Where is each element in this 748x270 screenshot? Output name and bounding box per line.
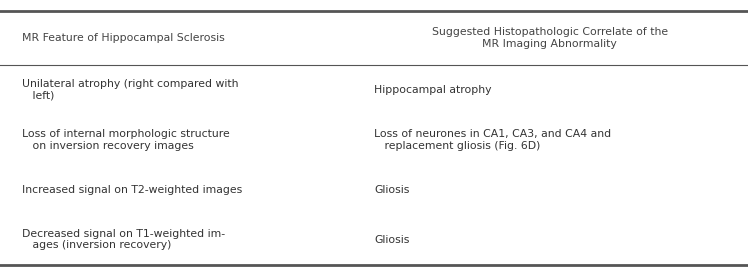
Text: Decreased signal on T1-weighted im-
   ages (inversion recovery): Decreased signal on T1-weighted im- ages… (22, 229, 226, 251)
Text: Suggested Histopathologic Correlate of the
MR Imaging Abnormality: Suggested Histopathologic Correlate of t… (432, 27, 668, 49)
Text: MR Feature of Hippocampal Sclerosis: MR Feature of Hippocampal Sclerosis (22, 33, 225, 43)
Text: Gliosis: Gliosis (374, 185, 409, 195)
Text: Loss of internal morphologic structure
   on inversion recovery images: Loss of internal morphologic structure o… (22, 129, 230, 150)
Text: Hippocampal atrophy: Hippocampal atrophy (374, 85, 491, 95)
Text: Increased signal on T2-weighted images: Increased signal on T2-weighted images (22, 185, 242, 195)
Text: Gliosis: Gliosis (374, 235, 409, 245)
Text: Unilateral atrophy (right compared with
   left): Unilateral atrophy (right compared with … (22, 79, 239, 101)
Text: Loss of neurones in CA1, CA3, and CA4 and
   replacement gliosis (Fig. 6D): Loss of neurones in CA1, CA3, and CA4 an… (374, 129, 611, 150)
